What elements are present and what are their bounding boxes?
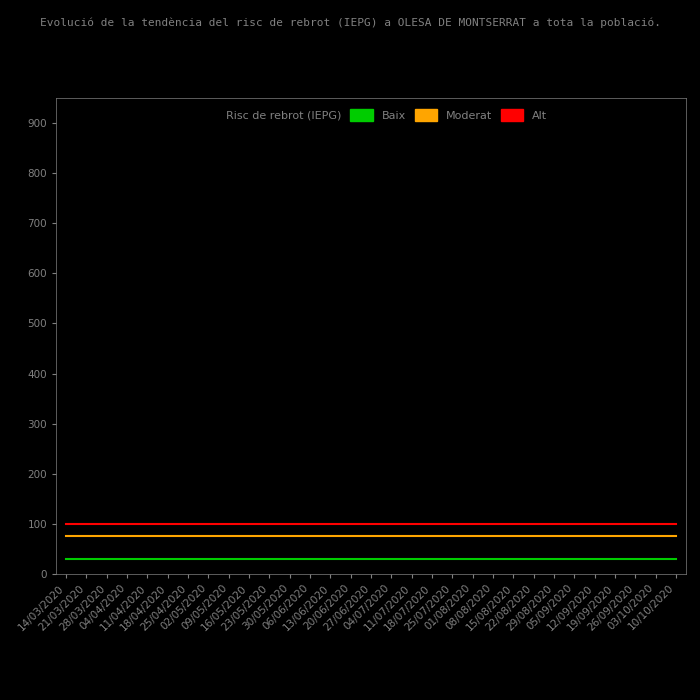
Legend: Risc de rebrot (IEPG), Baix, Moderat, Alt: Risc de rebrot (IEPG), Baix, Moderat, Al… xyxy=(190,104,552,126)
Text: Evolució de la tendència del risc de rebrot (IEPG) a OLESA DE MONTSERRAT a tota : Evolució de la tendència del risc de reb… xyxy=(39,18,661,28)
